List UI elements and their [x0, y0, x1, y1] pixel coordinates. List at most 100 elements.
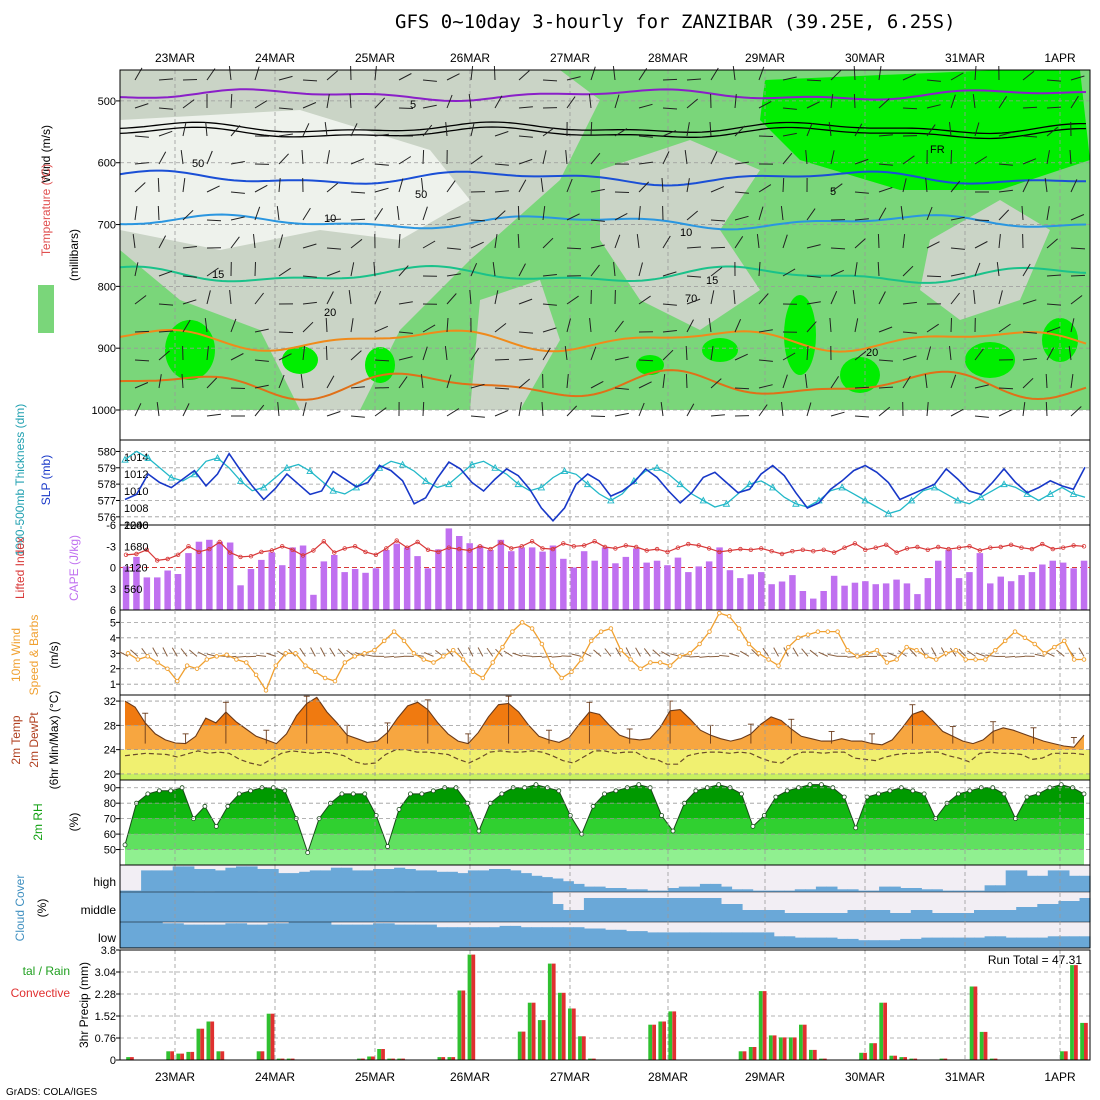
date-label-top: 28MAR	[648, 51, 688, 65]
wind-barb	[1046, 206, 1050, 221]
cloud-cell	[657, 898, 669, 922]
cloud-cell	[826, 886, 838, 892]
cloud-cell	[942, 890, 954, 892]
wind-barb-10m	[477, 647, 484, 657]
rh-point	[636, 782, 642, 787]
precip-convective-bar	[903, 1057, 907, 1060]
lifted-axis-title: Lifted Index	[13, 537, 27, 599]
cape-bar	[862, 581, 869, 610]
cloud-cell	[214, 924, 226, 948]
wind-barb	[830, 290, 838, 305]
wind-barb	[854, 238, 866, 249]
wind-barb	[181, 373, 184, 389]
thickness-point	[445, 480, 453, 488]
rh-point	[305, 850, 311, 855]
cloud-cell	[267, 923, 279, 948]
cloud-cell	[383, 892, 395, 922]
rh-point	[350, 791, 356, 797]
cloud-cell	[647, 890, 659, 892]
wind-barb	[590, 152, 601, 165]
wind-barb-10m	[975, 652, 986, 657]
cape-bar	[997, 576, 1004, 610]
wind-barb	[278, 153, 289, 165]
wind-barb	[492, 262, 496, 277]
lifted-index-point	[123, 552, 129, 557]
cape-bar	[580, 551, 588, 610]
lifted-index-point	[675, 545, 681, 550]
wind-barb	[518, 135, 533, 138]
cloud-cell	[457, 873, 469, 892]
wind-speed-point	[244, 660, 249, 665]
wind-barb	[1069, 149, 1072, 165]
wind-barb	[1022, 106, 1038, 109]
precip-convective-bar	[993, 1058, 998, 1060]
wind-barb-10m	[320, 647, 326, 657]
cape-bar	[299, 545, 307, 610]
lifted-index-point	[311, 548, 316, 553]
wind-barb-10m	[384, 655, 395, 658]
wind-barb	[853, 65, 856, 81]
wind-barb-10m	[393, 655, 405, 658]
wind-speed-point	[529, 626, 535, 631]
wind-barb	[374, 187, 389, 193]
lifted-index-point	[1071, 543, 1076, 548]
wind-barb	[254, 100, 268, 109]
cloud-cell	[615, 888, 627, 892]
wind-barb-10m	[299, 647, 306, 657]
wind-barb	[278, 75, 293, 81]
wind-barb	[806, 244, 821, 249]
wind-barb	[950, 180, 961, 193]
date-label-top: 29MAR	[745, 51, 785, 65]
wind-barb	[468, 94, 472, 109]
wind-barb	[686, 122, 690, 137]
rh-point	[693, 788, 699, 794]
wind-barb	[974, 241, 988, 249]
cape-bar	[643, 562, 650, 610]
contour-label: 10	[680, 227, 692, 239]
cloud-cell	[309, 922, 321, 948]
wind-barb-10m	[689, 655, 700, 658]
wind-barb	[156, 402, 160, 417]
precip-axis-title: 3hr Precip (mm)	[77, 962, 91, 1048]
lifted-index-point	[759, 546, 764, 551]
cloud-cell	[383, 869, 395, 892]
wind-barb	[830, 269, 845, 277]
wind-barb	[854, 191, 869, 194]
wind-barb	[710, 414, 725, 417]
wind-barb	[998, 131, 1013, 137]
contour-label: 5	[410, 99, 416, 111]
cloud-cell	[151, 892, 163, 922]
precip-total-bar	[869, 1043, 874, 1060]
wind-barb-10m	[719, 654, 730, 657]
wind-barb-10m	[236, 655, 247, 658]
wind-barb	[638, 161, 653, 165]
rh-point	[1035, 791, 1041, 797]
wind-barb	[254, 184, 268, 193]
cloud-cell	[288, 892, 300, 922]
thickness-axis-title: 1000-500mb Thickness (dm)	[13, 404, 27, 557]
wind-barb	[998, 189, 1013, 193]
wind-barb	[518, 106, 533, 109]
wind-barb	[446, 293, 457, 305]
precip-convective-bar	[260, 1051, 265, 1060]
lifted-index-point	[852, 541, 858, 546]
wind-speed-point	[214, 654, 219, 659]
cloud-cell	[541, 927, 553, 948]
wind-barb	[182, 178, 186, 193]
precip-total-bar	[357, 1058, 361, 1060]
rh-point	[613, 788, 619, 794]
wind-barb	[686, 178, 690, 193]
cloud-cell	[257, 869, 269, 892]
rh-region-mid	[920, 200, 1050, 320]
cloud-cell	[995, 910, 1007, 922]
thickness-point	[398, 460, 407, 468]
wind-barb	[278, 353, 292, 361]
cape-bar	[185, 553, 192, 610]
pressure-tick-label: 1000	[92, 405, 116, 417]
wind-speed-point	[579, 657, 584, 662]
lifted-index-point	[269, 548, 274, 553]
wind-speed-point	[736, 626, 742, 631]
precip-convective-bar	[200, 1028, 205, 1060]
cape-bar	[695, 566, 702, 610]
